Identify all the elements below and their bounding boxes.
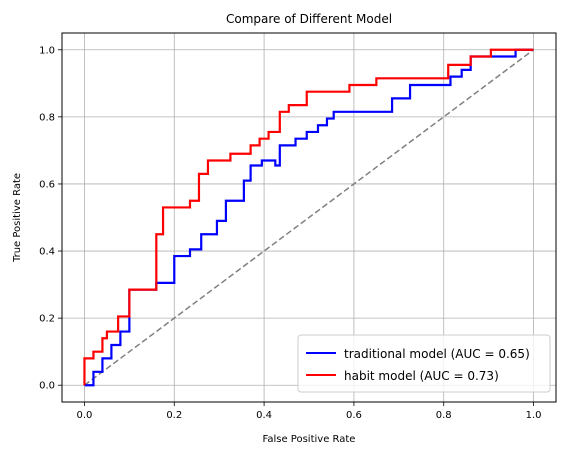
- y-tick-label: 0.0: [39, 381, 55, 392]
- x-axis-title: False Positive Rate: [263, 434, 356, 445]
- series-layer: [83, 48, 534, 387]
- ticks: 0.0 0.2 0.4 0.6 0.8 1.0 0.0 0.2 0.4 0.6 0.8 1.0: [39, 45, 541, 421]
- axes-frame: [61, 32, 557, 403]
- traditional-model-roc-line: [84, 48, 534, 387]
- legend: traditional model (AUC = 0.65) habit mod…: [297, 334, 551, 393]
- x-tick-label: 1.0: [526, 410, 542, 421]
- x-tick-label: 0.4: [256, 410, 272, 421]
- y-tick-label: 0.6: [39, 179, 55, 190]
- habit-model-roc-line: [83, 48, 534, 386]
- y-tick-label: 0.8: [39, 112, 55, 123]
- legend-label-traditional: traditional model (AUC = 0.65): [344, 347, 530, 361]
- legend-label-habit: habit model (AUC = 0.73): [344, 369, 499, 383]
- y-tick-label: 1.0: [39, 45, 55, 56]
- x-tick-label: 0.6: [346, 410, 362, 421]
- chart-title: Compare of Different Model: [226, 12, 392, 26]
- x-tick-label: 0.0: [77, 410, 93, 421]
- y-tick-label: 0.4: [39, 247, 55, 258]
- legend-box: [297, 334, 551, 393]
- chance-diagonal-line: [84, 49, 534, 386]
- grid: [62, 33, 556, 402]
- y-axis-title: True Positive Rate: [12, 173, 23, 263]
- y-tick-label: 0.2: [39, 314, 55, 325]
- x-tick-label: 0.2: [166, 410, 182, 421]
- x-tick-label: 0.8: [436, 410, 452, 421]
